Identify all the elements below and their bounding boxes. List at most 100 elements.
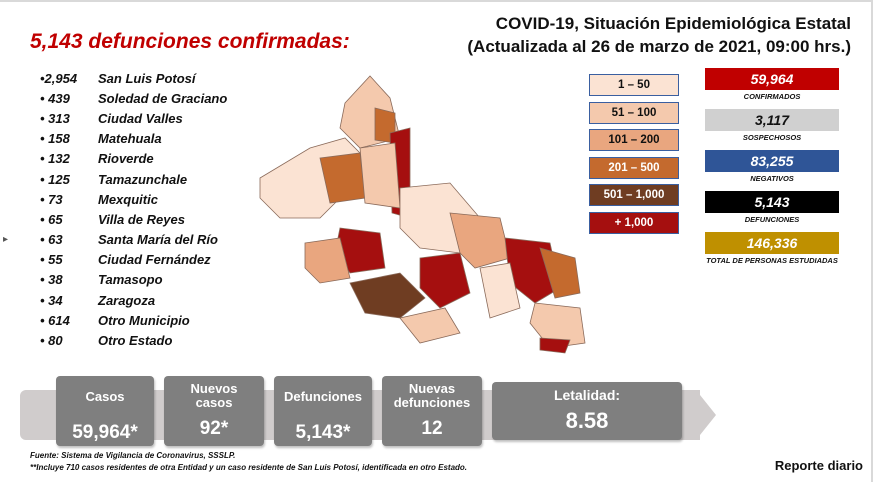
- death-count: • 34: [40, 292, 63, 308]
- stat-suspected: 3,117 SOSPECHOSOS: [705, 109, 839, 143]
- legend-item: 201 – 500: [589, 156, 679, 179]
- municipality-name: Tamazunchale: [98, 171, 188, 187]
- municipality-name: Soledad de Graciano: [98, 90, 228, 106]
- map-region-valles: [539, 247, 581, 299]
- legend-item: 501 – 1,000: [589, 184, 679, 206]
- summary-band-arrow: [696, 390, 716, 440]
- list-item: • 38 Tamasopo: [40, 270, 260, 290]
- stat-negative: 83,255 NEGATIVOS: [705, 150, 839, 184]
- state-choropleth-map: [259, 75, 586, 354]
- card-label: Casos: [85, 389, 125, 404]
- list-item: • 65 Villa de Reyes: [40, 209, 260, 229]
- municipality-name: Zaragoza: [98, 292, 156, 308]
- card-new-deaths: Nuevas defunciones 12: [382, 376, 482, 446]
- right-border: [871, 0, 873, 482]
- municipality-name: Rioverde: [98, 151, 154, 167]
- death-count: • 38: [40, 272, 63, 288]
- municipality-name: San Luis Potosí: [98, 70, 196, 86]
- map-region-south-central: [349, 272, 426, 319]
- card-label: Nuevos casos: [190, 381, 238, 410]
- map-region-tamazunchale: [539, 337, 571, 354]
- footer-source: Fuente: Sistema de Vigilancia de Coronav…: [30, 451, 236, 460]
- legend-item: 1 – 50: [589, 74, 679, 96]
- list-item: • 125 Tamazunchale: [40, 169, 260, 189]
- death-count: •2,954: [40, 70, 78, 86]
- municipality-name: Otro Estado: [98, 333, 173, 349]
- death-count: • 158: [40, 131, 70, 147]
- death-count: • 125: [40, 171, 70, 187]
- deaths-headline: 5,143 defunciones confirmadas:: [30, 30, 350, 53]
- card-value: 92*: [199, 418, 229, 439]
- stat-label: NEGATIVOS: [750, 174, 794, 183]
- card-value: 59,964*: [72, 422, 138, 443]
- municipality-name: Villa de Reyes: [98, 211, 185, 227]
- legend-item: 101 – 200: [589, 129, 679, 151]
- collapse-arrow-icon[interactable]: ▸: [3, 234, 9, 245]
- list-item: • 55 Ciudad Fernández: [40, 250, 260, 270]
- stats-panel: 59,964 CONFIRMADOS 3,117 SOSPECHOSOS 83,…: [705, 68, 839, 273]
- card-label: Defunciones: [283, 389, 362, 404]
- list-item: •2,954 San Luis Potosí: [40, 68, 260, 88]
- death-count: • 439: [40, 90, 70, 106]
- stat-label: TOTAL DE PERSONAS ESTUDIADAS: [706, 256, 838, 265]
- stat-deaths: 5,143 DEFUNCIONES: [705, 191, 839, 225]
- card-label: Nuevas defunciones: [393, 381, 471, 410]
- stat-value: 5,143: [705, 191, 839, 213]
- stat-value: 3,117: [705, 109, 839, 131]
- map-region-center-north: [359, 142, 401, 209]
- list-item: • 73 Mexquitic: [40, 189, 260, 209]
- stat-total-studied: 146,336 TOTAL DE PERSONAS ESTUDIADAS: [705, 232, 839, 266]
- stat-confirmed: 59,964 CONFIRMADOS: [705, 68, 839, 102]
- map-legend: 1 – 50 51 – 100 101 – 200 201 – 500 501 …: [589, 74, 679, 239]
- municipality-name: Matehuala: [98, 131, 162, 147]
- report-label: Reporte diario: [774, 458, 863, 473]
- card-value: 12: [421, 418, 443, 439]
- legend-item: 51 – 100: [589, 101, 679, 124]
- death-count: • 63: [40, 232, 63, 248]
- stat-label: CONFIRMADOS: [743, 92, 801, 101]
- list-item: • 313 Ciudad Valles: [40, 108, 260, 128]
- card-value: 8.58: [565, 408, 609, 433]
- municipality-name: Ciudad Valles: [98, 110, 183, 126]
- legend-item: + 1,000: [589, 211, 679, 234]
- death-count: • 73: [40, 191, 63, 207]
- title-line-2: (Actualizada al 26 de marzo de 2021, 09:…: [467, 37, 851, 56]
- map-region-center-east: [449, 212, 511, 269]
- map-region-southwest: [304, 237, 351, 284]
- card-cases: Casos 59,964*: [56, 376, 154, 446]
- list-item: • 614 Otro Municipio: [40, 310, 260, 330]
- municipality-name: Ciudad Fernández: [98, 252, 211, 268]
- municipality-name: Tamasopo: [98, 272, 163, 288]
- death-count: • 614: [40, 312, 70, 328]
- municipality-name: Santa María del Río: [98, 232, 218, 248]
- map-region-east-mid: [479, 262, 521, 319]
- list-item: • 80 Otro Estado: [40, 330, 260, 350]
- death-count: • 65: [40, 211, 63, 227]
- footer-note: **Incluye 710 casos residentes de otra E…: [30, 463, 468, 472]
- title-line-1: COVID-19, Situación Epidemiológica Estat…: [495, 14, 851, 33]
- map-region-south: [399, 307, 461, 344]
- death-count: • 313: [40, 110, 70, 126]
- stat-value: 83,255: [705, 150, 839, 172]
- list-item: • 132 Rioverde: [40, 149, 260, 169]
- top-border: [0, 0, 873, 2]
- municipality-name: Mexquitic: [98, 191, 158, 207]
- list-item: • 63 Santa María del Río: [40, 230, 260, 250]
- card-value: 5,143*: [295, 422, 351, 443]
- card-lethality: Letalidad: 8.58: [492, 382, 682, 440]
- card-deaths: Defunciones 5,143*: [274, 376, 372, 446]
- death-count: • 80: [40, 333, 63, 349]
- card-new-cases: Nuevos casos 92*: [164, 376, 264, 446]
- card-label: Letalidad:: [553, 387, 621, 403]
- municipality-name: Otro Municipio: [98, 312, 190, 328]
- footer-notes: Fuente: Sistema de Vigilancia de Coronav…: [30, 450, 467, 474]
- list-item: • 158 Matehuala: [40, 129, 260, 149]
- death-count: • 55: [40, 252, 63, 268]
- stat-label: SOSPECHOSOS: [742, 133, 802, 142]
- page-title: COVID-19, Situación Epidemiológica Estat…: [467, 12, 851, 58]
- deaths-by-municipality-list: •2,954 San Luis Potosí • 439 Soledad de Gr…: [40, 68, 260, 351]
- list-item: • 439 Soledad de Graciano: [40, 88, 260, 108]
- map-region-rioverde: [419, 252, 471, 309]
- stat-value: 146,336: [705, 232, 839, 254]
- stat-label: DEFUNCIONES: [744, 215, 800, 224]
